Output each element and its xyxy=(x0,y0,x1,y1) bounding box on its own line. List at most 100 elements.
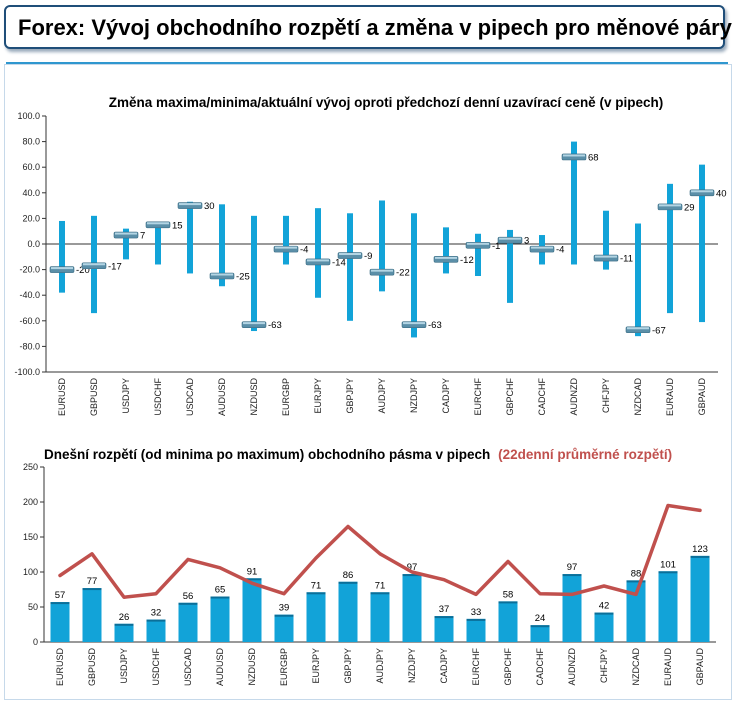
chart1-category-label: EURUSD xyxy=(57,378,67,417)
chart1-marker-shine xyxy=(403,322,425,325)
chart1-category-label: AUDNZD xyxy=(569,378,579,416)
chart2-value-label: 101 xyxy=(660,559,676,570)
chart2-ytick-label: 0 xyxy=(33,637,38,647)
chart1-ytick-label: -100.0 xyxy=(14,367,40,377)
chart2-bar-top xyxy=(274,614,294,617)
chart2-category-label: AUDUSD xyxy=(215,648,225,687)
chart1-marker-shine xyxy=(179,203,201,206)
chart2-bar-top xyxy=(146,619,166,622)
chart2-category-label: EURAUD xyxy=(663,648,673,687)
chart2-category-label: GBPUSD xyxy=(87,648,97,687)
chart2-value-label: 57 xyxy=(55,590,66,601)
chart1-value-label: 29 xyxy=(684,202,695,213)
chart1-range-bar xyxy=(571,141,577,265)
chart2-value-label: 71 xyxy=(375,580,386,591)
chart2-value-label: 86 xyxy=(343,570,354,581)
chart2-category-label: GBPAUD xyxy=(695,648,705,686)
chart2-category-label: USDJPY xyxy=(119,648,129,684)
chart2-value-label: 88 xyxy=(631,568,642,579)
chart1-value-label: 30 xyxy=(204,201,215,212)
chart1-category-label: GBPUSD xyxy=(89,378,99,417)
chart2-category-label: AUDNZD xyxy=(567,648,577,686)
chart1-value-label: 3 xyxy=(524,236,529,247)
chart2-value-label: 42 xyxy=(599,601,610,612)
chart2-bar-top xyxy=(242,578,262,581)
chart2-range-bar xyxy=(114,623,134,642)
chart1-category-label: AUDJPY xyxy=(377,378,387,414)
chart1-value-label: -20 xyxy=(76,265,90,276)
chart1-range-bar xyxy=(475,233,481,276)
chart1-ytick-label: -20.0 xyxy=(19,265,40,275)
chart1-value-label: 15 xyxy=(172,220,183,231)
chart1-ytick-label: 20.0 xyxy=(22,213,40,223)
chart2-category-label: CADJPY xyxy=(439,648,449,684)
chart1-marker-shine xyxy=(371,269,393,272)
chart1-range-bar xyxy=(411,213,417,338)
chart2-bar-top xyxy=(530,625,550,628)
chart1-marker-shine xyxy=(243,322,265,325)
chart1-value-label: -25 xyxy=(236,272,250,283)
chart1-value-label: -11 xyxy=(620,254,633,265)
chart2-value-label: 97 xyxy=(407,562,418,573)
chart2-range-bar xyxy=(434,616,454,642)
chart1-category-label: USDJPY xyxy=(121,378,131,414)
chart1-category-label: GBPCHF xyxy=(505,378,515,416)
chart2-category-label: USDCHF xyxy=(151,647,161,685)
chart1-range-bar xyxy=(219,204,225,287)
chart1-range-bar xyxy=(699,164,705,323)
chart2-range-bar xyxy=(146,619,166,642)
chart1-marker-shine xyxy=(83,263,105,266)
chart2-title-red: (22denní průměrné rozpětí) xyxy=(498,447,672,462)
chart2-category-label: USDCAD xyxy=(183,648,193,687)
chart2-bar-top xyxy=(498,601,518,604)
chart1-range-bar xyxy=(283,215,289,265)
chart2-bar-top xyxy=(626,580,646,583)
chart1-marker-shine xyxy=(147,222,169,225)
chart2-bar-top xyxy=(306,592,326,595)
chart2-value-label: 77 xyxy=(87,576,98,587)
chart2-value-label: 91 xyxy=(247,566,258,577)
chart2-average-line xyxy=(58,503,702,599)
chart1-value-label: -63 xyxy=(428,320,442,331)
chart1-range-bar xyxy=(155,222,161,265)
chart1-marker-shine xyxy=(595,255,617,258)
chart1-value-label: -12 xyxy=(460,255,474,266)
chart2-range-bar xyxy=(242,578,262,642)
chart2-bar-top xyxy=(178,602,198,605)
chart1-marker-shine xyxy=(563,154,585,157)
chart2-range-bar xyxy=(594,612,614,642)
chart2-ytick-label: 150 xyxy=(23,532,38,542)
chart2-bar-top xyxy=(434,616,454,619)
chart1-range-bar xyxy=(379,200,385,292)
chart1-category-label: EURCHF xyxy=(473,377,483,415)
chart2-range-bar xyxy=(658,571,678,642)
chart2-ytick-label: 50 xyxy=(28,602,38,612)
chart2-range-bar xyxy=(690,555,710,642)
chart1-ytick-label: -40.0 xyxy=(19,290,40,300)
chart2-range-bar xyxy=(466,618,486,642)
chart2-value-label: 26 xyxy=(119,612,130,623)
chart2-range-bar xyxy=(306,592,326,642)
chart2-range-bar xyxy=(498,601,518,642)
page-header: Forex: Vývoj obchodního rozpětí a změna … xyxy=(4,5,732,49)
chart1-value-label: 68 xyxy=(588,152,599,163)
chart2-category-label: GBPCHF xyxy=(503,648,513,686)
chart2-category-label: EURUSD xyxy=(55,648,65,687)
chart1-value-label: -22 xyxy=(396,268,410,279)
chart1-value-label: -17 xyxy=(108,261,122,272)
chart2-range-bar xyxy=(210,596,230,642)
chart1-marker-shine xyxy=(275,246,297,249)
chart1-value-label: 40 xyxy=(716,188,727,199)
chart1-value-label: -1 xyxy=(492,241,500,252)
chart2-bar-top xyxy=(50,602,70,605)
chart1-marker-shine xyxy=(467,242,489,245)
chart1-range-bar xyxy=(443,227,449,274)
chart2-range-bar xyxy=(178,602,198,642)
chart1-ytick-label: 60.0 xyxy=(22,162,40,172)
chart2-range-bar xyxy=(338,581,358,642)
chart1-category-label: NZDUSD xyxy=(249,378,259,416)
chart2-category-label: EURJPY xyxy=(311,648,321,684)
chart2-category-label: NZDJPY xyxy=(407,648,417,683)
chart2-range-bar xyxy=(82,588,102,642)
chart1-category-label: GBPJPY xyxy=(345,378,355,414)
